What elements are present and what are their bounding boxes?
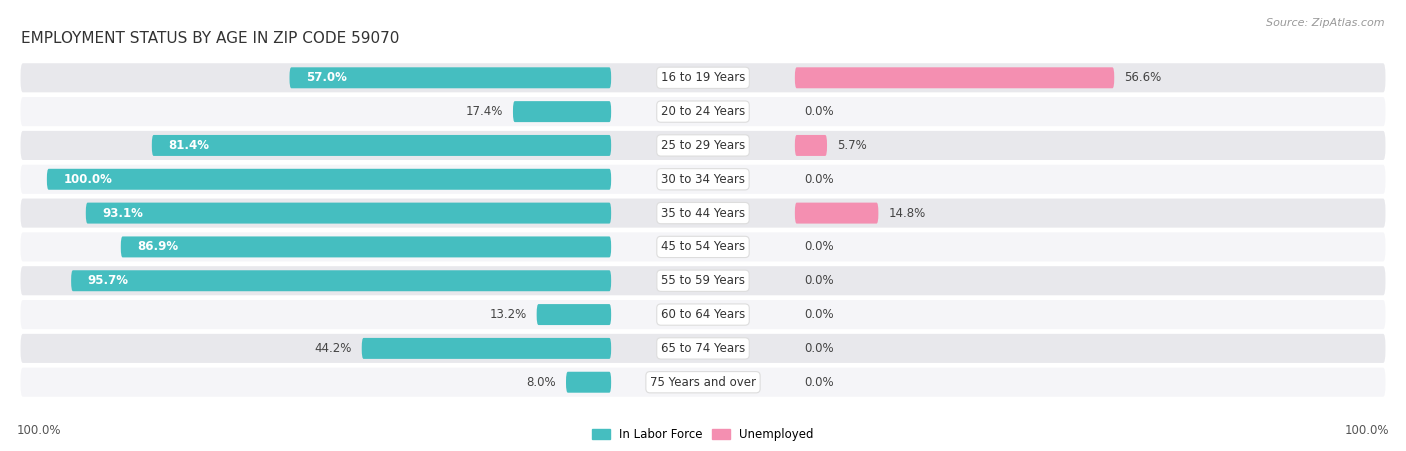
Text: 20 to 24 Years: 20 to 24 Years bbox=[661, 105, 745, 118]
Text: 14.8%: 14.8% bbox=[889, 207, 925, 220]
Text: 0.0%: 0.0% bbox=[804, 274, 834, 287]
Text: 0.0%: 0.0% bbox=[804, 105, 834, 118]
FancyBboxPatch shape bbox=[794, 67, 1114, 88]
FancyBboxPatch shape bbox=[513, 101, 612, 122]
Text: 0.0%: 0.0% bbox=[804, 342, 834, 355]
Text: 95.7%: 95.7% bbox=[87, 274, 128, 287]
FancyBboxPatch shape bbox=[72, 270, 612, 291]
FancyBboxPatch shape bbox=[290, 67, 612, 88]
Text: 81.4%: 81.4% bbox=[169, 139, 209, 152]
Text: 56.6%: 56.6% bbox=[1123, 71, 1161, 84]
FancyBboxPatch shape bbox=[46, 169, 612, 190]
FancyBboxPatch shape bbox=[21, 131, 1385, 160]
FancyBboxPatch shape bbox=[86, 202, 612, 224]
Text: 75 Years and over: 75 Years and over bbox=[650, 376, 756, 389]
FancyBboxPatch shape bbox=[21, 198, 1385, 228]
Text: 65 to 74 Years: 65 to 74 Years bbox=[661, 342, 745, 355]
FancyBboxPatch shape bbox=[21, 334, 1385, 363]
FancyBboxPatch shape bbox=[121, 236, 612, 258]
Text: 0.0%: 0.0% bbox=[804, 240, 834, 253]
Text: 60 to 64 Years: 60 to 64 Years bbox=[661, 308, 745, 321]
Text: 45 to 54 Years: 45 to 54 Years bbox=[661, 240, 745, 253]
Text: 86.9%: 86.9% bbox=[138, 240, 179, 253]
FancyBboxPatch shape bbox=[21, 368, 1385, 397]
Text: 0.0%: 0.0% bbox=[804, 173, 834, 186]
FancyBboxPatch shape bbox=[21, 97, 1385, 126]
FancyBboxPatch shape bbox=[361, 338, 612, 359]
FancyBboxPatch shape bbox=[21, 266, 1385, 295]
FancyBboxPatch shape bbox=[152, 135, 612, 156]
Text: 100.0%: 100.0% bbox=[1344, 424, 1389, 437]
Text: EMPLOYMENT STATUS BY AGE IN ZIP CODE 59070: EMPLOYMENT STATUS BY AGE IN ZIP CODE 590… bbox=[21, 31, 399, 46]
FancyBboxPatch shape bbox=[21, 63, 1385, 92]
Legend: In Labor Force, Unemployed: In Labor Force, Unemployed bbox=[588, 423, 818, 446]
Text: 30 to 34 Years: 30 to 34 Years bbox=[661, 173, 745, 186]
Text: 0.0%: 0.0% bbox=[804, 308, 834, 321]
Text: Source: ZipAtlas.com: Source: ZipAtlas.com bbox=[1267, 18, 1385, 28]
Text: 13.2%: 13.2% bbox=[489, 308, 527, 321]
FancyBboxPatch shape bbox=[21, 232, 1385, 262]
FancyBboxPatch shape bbox=[537, 304, 612, 325]
Text: 0.0%: 0.0% bbox=[804, 376, 834, 389]
FancyBboxPatch shape bbox=[567, 372, 612, 393]
Text: 5.7%: 5.7% bbox=[837, 139, 866, 152]
Text: 55 to 59 Years: 55 to 59 Years bbox=[661, 274, 745, 287]
FancyBboxPatch shape bbox=[794, 135, 827, 156]
Text: 16 to 19 Years: 16 to 19 Years bbox=[661, 71, 745, 84]
Text: 8.0%: 8.0% bbox=[526, 376, 557, 389]
Text: 25 to 29 Years: 25 to 29 Years bbox=[661, 139, 745, 152]
Text: 17.4%: 17.4% bbox=[465, 105, 503, 118]
FancyBboxPatch shape bbox=[21, 165, 1385, 194]
Text: 100.0%: 100.0% bbox=[63, 173, 112, 186]
Text: 57.0%: 57.0% bbox=[307, 71, 347, 84]
Text: 44.2%: 44.2% bbox=[315, 342, 352, 355]
Text: 100.0%: 100.0% bbox=[17, 424, 62, 437]
Text: 35 to 44 Years: 35 to 44 Years bbox=[661, 207, 745, 220]
FancyBboxPatch shape bbox=[794, 202, 879, 224]
Text: 93.1%: 93.1% bbox=[103, 207, 143, 220]
FancyBboxPatch shape bbox=[21, 300, 1385, 329]
